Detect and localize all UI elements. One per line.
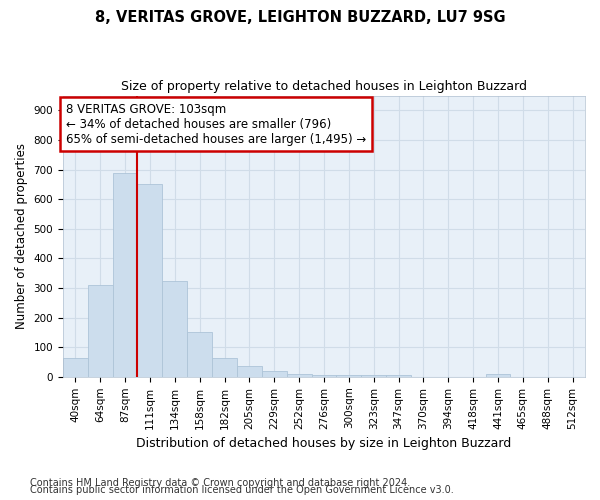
Y-axis label: Number of detached properties: Number of detached properties xyxy=(15,143,28,329)
Bar xyxy=(137,184,163,377)
Text: 8 VERITAS GROVE: 103sqm
← 34% of detached houses are smaller (796)
65% of semi-d: 8 VERITAS GROVE: 103sqm ← 34% of detache… xyxy=(65,102,366,146)
Bar xyxy=(187,332,212,377)
Bar xyxy=(212,358,237,377)
Bar xyxy=(88,285,113,377)
Bar xyxy=(262,371,287,377)
Bar xyxy=(63,358,88,377)
Text: Contains public sector information licensed under the Open Government Licence v3: Contains public sector information licen… xyxy=(30,485,454,495)
Bar xyxy=(386,376,411,377)
Bar xyxy=(113,172,137,377)
Bar xyxy=(163,280,187,377)
Bar xyxy=(237,366,262,377)
Title: Size of property relative to detached houses in Leighton Buzzard: Size of property relative to detached ho… xyxy=(121,80,527,93)
Text: 8, VERITAS GROVE, LEIGHTON BUZZARD, LU7 9SG: 8, VERITAS GROVE, LEIGHTON BUZZARD, LU7 … xyxy=(95,10,505,25)
Text: Contains HM Land Registry data © Crown copyright and database right 2024.: Contains HM Land Registry data © Crown c… xyxy=(30,478,410,488)
Bar xyxy=(311,376,337,377)
Bar xyxy=(361,376,386,377)
X-axis label: Distribution of detached houses by size in Leighton Buzzard: Distribution of detached houses by size … xyxy=(136,437,512,450)
Bar xyxy=(337,376,361,377)
Bar xyxy=(485,374,511,377)
Bar xyxy=(287,374,311,377)
